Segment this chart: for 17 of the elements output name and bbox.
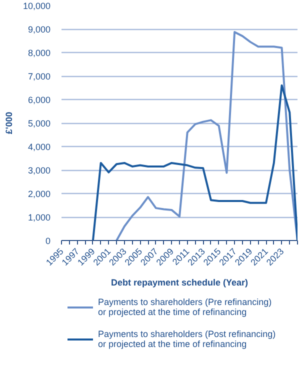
y-axis-title: £'000 bbox=[4, 112, 14, 134]
y-tick-label: 7,000 bbox=[28, 72, 51, 82]
line-series bbox=[116, 31, 298, 240]
y-tick-label: 4,000 bbox=[28, 142, 51, 152]
y-tick-label: 10,000 bbox=[22, 1, 51, 11]
y-tick-label: 9,000 bbox=[28, 24, 51, 34]
y-tick-label: 0 bbox=[45, 236, 51, 246]
y-tick-label: 8,000 bbox=[28, 48, 51, 58]
legend-label: Payments to shareholders (Post refinancing) or projected at the time of refinancing bbox=[98, 328, 276, 350]
legend-label: Payments to shareholders (Pre refinancing) or projected at the time of refinancing bbox=[98, 296, 272, 318]
y-tick-label: 3,000 bbox=[28, 166, 51, 176]
line-series bbox=[92, 84, 298, 240]
y-tick-label: 2,000 bbox=[28, 189, 51, 199]
x-axis-title: Debt repayment schedule (Year) bbox=[110, 278, 248, 288]
y-tick-label: 5,000 bbox=[28, 118, 51, 128]
y-tick-label: 6,000 bbox=[28, 95, 51, 105]
y-tick-label: 1,000 bbox=[28, 212, 51, 222]
